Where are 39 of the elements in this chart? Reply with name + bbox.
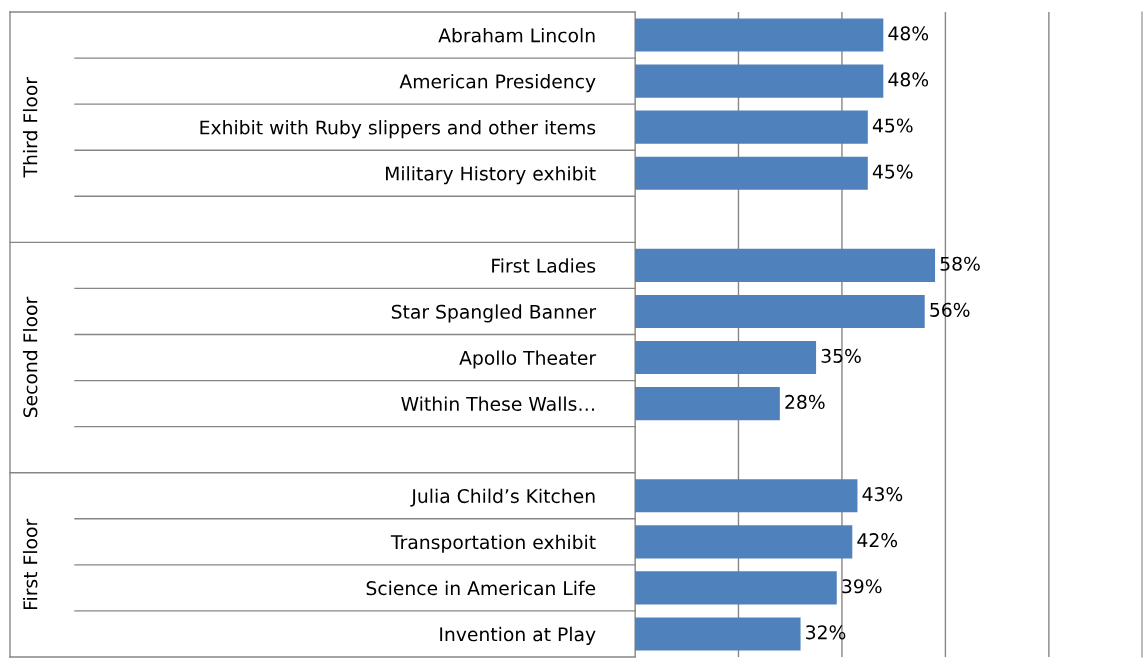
y-tick-label: Star Spangled Banner — [391, 304, 597, 323]
bar — [635, 248, 936, 282]
bar — [635, 64, 884, 98]
bar — [635, 18, 884, 52]
y-tick-label: Invention at Play — [440, 626, 596, 645]
data-label: 42% — [857, 533, 898, 548]
bar — [635, 156, 868, 190]
y-tick-label: American Presidency — [399, 73, 596, 93]
data-label: 39% — [842, 579, 882, 594]
y-tick-label: Julia Child’s Kitchen — [410, 488, 595, 507]
bar — [635, 479, 858, 513]
data-label: 45% — [872, 164, 913, 179]
bar — [635, 110, 868, 144]
y-tick-label: Apollo Theater — [459, 350, 597, 369]
data-label: 43% — [862, 487, 903, 502]
data-label: 58% — [940, 256, 980, 271]
text: Second Floor — [22, 296, 38, 418]
data-label: 48% — [888, 26, 929, 41]
bar — [635, 617, 801, 651]
bar — [635, 294, 925, 329]
y-tick-label: Exhibit with Ruby slippers and other items — [200, 120, 596, 139]
text: Third Floor — [22, 76, 38, 178]
bar — [635, 387, 780, 421]
y-tick-label: Military History exhibit — [386, 166, 596, 185]
y-tick-label: Transportation exhibit — [390, 534, 596, 553]
text: First Floor — [22, 518, 38, 610]
data-label: 48% — [888, 72, 929, 87]
data-label: 28% — [785, 394, 825, 410]
bar — [635, 571, 837, 605]
y-tick-label: First Ladies — [492, 258, 596, 273]
data-label: 45% — [872, 118, 913, 133]
bar — [635, 525, 853, 559]
data-label: 32% — [806, 625, 846, 640]
y-tick-label: Within These Walls… — [401, 396, 594, 411]
data-label: 56% — [930, 302, 970, 317]
y-tick-label: Science in American Life — [366, 580, 596, 596]
data-label: 35% — [821, 348, 861, 363]
y-tick-label: Abraham Lincoln — [438, 27, 595, 43]
bar — [635, 340, 817, 375]
